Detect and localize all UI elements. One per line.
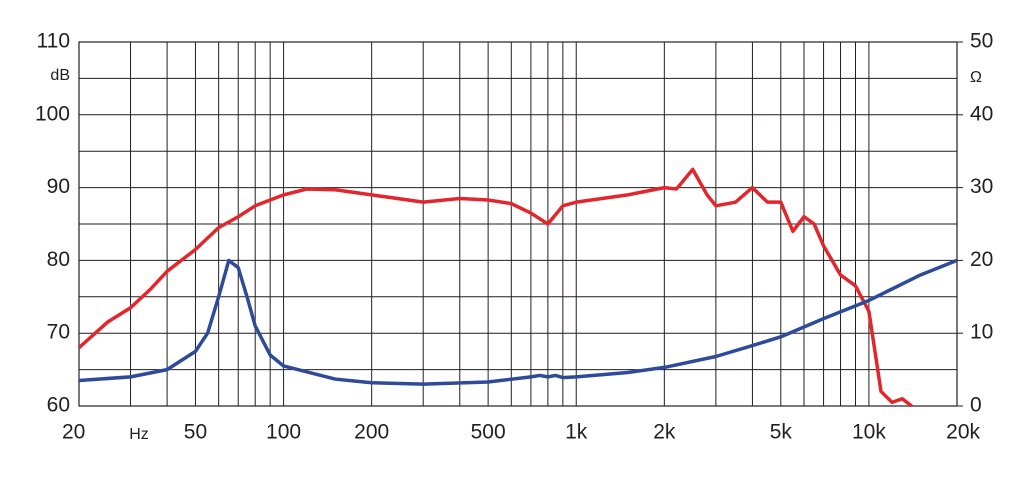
- x-tick-label: 100: [266, 421, 301, 444]
- x-tick-label: 50: [184, 421, 207, 444]
- series-line: [79, 167, 913, 406]
- y2-tick-label: 10: [970, 321, 993, 344]
- y2-tick-label: 30: [970, 175, 993, 198]
- y-tick-label: 100: [35, 102, 70, 125]
- y2-tick-label: 50: [970, 30, 993, 53]
- x-tick-label: 2k: [653, 421, 676, 444]
- x-tick-label: 200: [354, 421, 389, 444]
- x-tick-label: 20k: [946, 421, 980, 444]
- x-tick-label: 1k: [565, 421, 588, 444]
- y-tick-label: 90: [47, 175, 70, 198]
- x-tick-label: 20: [62, 421, 85, 444]
- x-tick-label: 5k: [770, 421, 793, 444]
- y-unit: dB: [50, 67, 70, 84]
- y2-tick-label: 0: [970, 394, 982, 417]
- y2-unit: Ω: [970, 69, 982, 86]
- x-tick-label: 500: [471, 421, 506, 444]
- y-tick-label: 60: [47, 394, 70, 417]
- plot-frame: [78, 41, 958, 407]
- y-tick-label: 80: [47, 248, 70, 271]
- x-unit: Hz: [129, 426, 149, 443]
- y-tick-label: 70: [47, 321, 70, 344]
- y2-tick-label: 20: [970, 248, 993, 271]
- x-tick-label: 10k: [852, 421, 886, 444]
- y2-tick-label: 40: [970, 102, 993, 125]
- series-line: [79, 258, 957, 386]
- y-tick-label: 110: [37, 30, 70, 53]
